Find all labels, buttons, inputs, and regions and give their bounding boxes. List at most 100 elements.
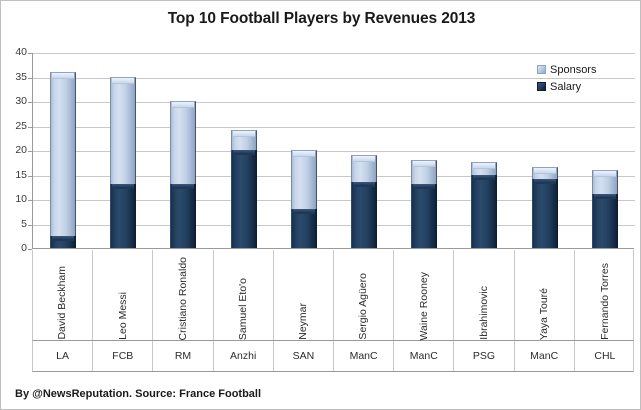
- bar-slot[interactable]: [214, 52, 274, 248]
- bar-segment-salary[interactable]: [170, 184, 197, 248]
- bar-segment-salary[interactable]: [531, 179, 558, 248]
- x-axis-name-cell: Ibrahimovic: [454, 250, 515, 340]
- y-axis-tick-mark: [28, 102, 32, 103]
- y-axis-tick-label: 15: [15, 168, 27, 181]
- x-axis-name-rotor: David Beckham: [33, 250, 92, 340]
- y-axis-tick-mark: [28, 151, 32, 152]
- bar-segment-salary[interactable]: [50, 235, 77, 248]
- bar-segment-salary[interactable]: [110, 184, 137, 248]
- x-axis-club-label: PSG: [472, 350, 496, 362]
- bar-segment-sponsors[interactable]: [531, 167, 558, 180]
- x-axis-name-cell: Fernando Torres: [575, 250, 635, 340]
- x-axis-club-label: Anzhi: [230, 350, 257, 362]
- x-axis-name-cell: David Beckham: [33, 250, 94, 340]
- legend-item[interactable]: Salary: [537, 78, 635, 95]
- bar-segment-sponsors[interactable]: [351, 154, 378, 182]
- legend-label: Sponsors: [550, 63, 597, 76]
- y-axis-tick-mark: [28, 53, 32, 54]
- bar-stack[interactable]: [411, 159, 438, 248]
- plot-area: [32, 52, 635, 249]
- bar-segment-sponsors[interactable]: [411, 159, 438, 185]
- gridline: [33, 175, 635, 177]
- y-axis-tick-label: 30: [15, 95, 27, 107]
- x-axis-club-cell: LA: [33, 341, 94, 371]
- bar-slot[interactable]: [93, 52, 153, 248]
- bar-segment-sponsors[interactable]: [591, 169, 618, 195]
- bar-segment-sponsors[interactable]: [170, 101, 197, 185]
- bar-slot[interactable]: [515, 52, 575, 248]
- bar-segment-salary[interactable]: [471, 174, 498, 248]
- y-axis-tick-label: 10: [15, 193, 27, 205]
- bar-slot[interactable]: [334, 52, 394, 248]
- bar-slot[interactable]: [33, 52, 93, 248]
- x-axis-club-cell: CHL: [575, 341, 635, 371]
- y-axis-tick-mark: [28, 200, 32, 201]
- bar-stack[interactable]: [110, 76, 137, 248]
- bar-segment-sponsors[interactable]: [50, 71, 77, 236]
- bar-segment-sponsors[interactable]: [230, 130, 257, 150]
- bar-segment-salary[interactable]: [591, 194, 618, 248]
- bar-segment-salary[interactable]: [351, 181, 378, 248]
- bar-stack[interactable]: [170, 101, 197, 248]
- x-axis-player-names: David Beckham Leo Messi Cristiano Ronaldo S…: [32, 250, 634, 341]
- x-axis-name-cell: Leo Messi: [93, 250, 154, 340]
- x-axis-club-label: ManC: [349, 350, 378, 362]
- x-axis-club-cell: SAN: [274, 341, 334, 371]
- gridline: [33, 151, 635, 152]
- x-axis-club-label: FCB: [112, 350, 134, 362]
- y-axis-tick-label: 20: [15, 144, 27, 156]
- gridline: [33, 77, 635, 79]
- bar-segment-salary[interactable]: [290, 208, 317, 248]
- bar-stack[interactable]: [591, 169, 618, 248]
- y-axis-tick-label: 40: [15, 46, 27, 58]
- y-axis-tick-mark: [28, 249, 32, 250]
- bar-stack[interactable]: [351, 154, 378, 248]
- bar-slot[interactable]: [153, 52, 213, 248]
- x-axis-name-cell: Cristiano Ronaldo: [153, 250, 214, 340]
- x-axis-player-label: David Beckham: [56, 266, 69, 340]
- gridline: [33, 200, 635, 201]
- bar-stack[interactable]: [230, 130, 257, 248]
- bar-segment-salary[interactable]: [411, 184, 438, 248]
- x-axis-club-cell: FCB: [93, 341, 154, 371]
- y-axis-tick-mark: [28, 175, 32, 177]
- y-axis-tick-label: 35: [15, 70, 27, 83]
- bar-stack[interactable]: [471, 162, 498, 248]
- legend-item[interactable]: Sponsors: [537, 61, 635, 78]
- legend-label: Salary: [550, 80, 582, 93]
- footer-attribution: By @NewsReputation. Source: France Footb…: [15, 388, 262, 400]
- y-axis-tick-label: 5: [21, 217, 27, 230]
- x-axis-club-names: LA FCB RM Anzhi SAN ManC ManC PSG ManC CHL: [32, 341, 634, 372]
- bar-slot[interactable]: [394, 52, 454, 248]
- x-axis-name-rotor: Leo Messi: [93, 250, 152, 340]
- chart-title: Top 10 Football Players by Revenues 2013: [167, 10, 476, 27]
- x-axis-player-label: Waine Rooney: [417, 271, 430, 340]
- gridline: [33, 53, 635, 54]
- x-axis-name-rotor: Samuel Eto'o: [214, 250, 273, 340]
- x-axis-player-label: Cristiano Ronaldo: [176, 256, 189, 340]
- x-axis-name-rotor: Waine Rooney: [394, 250, 453, 340]
- x-axis-name-cell: Sergio Agüero: [334, 250, 395, 340]
- bar-slot[interactable]: [454, 52, 514, 248]
- x-axis-player-label: Samuel Eto'o: [236, 277, 249, 340]
- y-axis-tick-label: 0: [21, 242, 27, 254]
- bar-stack[interactable]: [290, 150, 317, 248]
- x-axis-club-cell: ManC: [334, 341, 395, 371]
- x-axis-name-rotor: Fernando Torres: [575, 250, 635, 340]
- bar-stack[interactable]: [531, 167, 558, 248]
- x-axis-name-rotor: Yaya Touré: [515, 250, 574, 340]
- x-axis-club-label: RM: [174, 350, 192, 362]
- x-axis-club-label: ManC: [530, 350, 559, 362]
- gridline: [33, 224, 635, 226]
- bar-slot[interactable]: [274, 52, 334, 248]
- x-axis-club-cell: ManC: [394, 341, 455, 371]
- bar-stack[interactable]: [50, 71, 77, 248]
- bar-segment-sponsors[interactable]: [471, 162, 498, 175]
- y-axis-tick-mark: [28, 224, 32, 226]
- bar-segment-sponsors[interactable]: [110, 76, 137, 185]
- sponsors-swatch-icon: [537, 65, 546, 74]
- bar-slot[interactable]: [575, 52, 635, 248]
- bar-segment-salary[interactable]: [230, 150, 257, 248]
- bar-segment-sponsors[interactable]: [290, 150, 317, 209]
